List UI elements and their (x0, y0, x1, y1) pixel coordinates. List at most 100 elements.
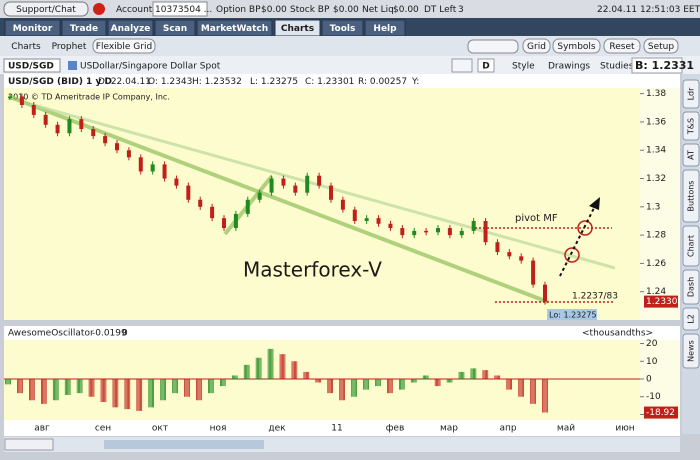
side-tab[interactable] (682, 225, 700, 267)
side-tab[interactable] (682, 143, 700, 167)
candle (293, 185, 298, 193)
subtab[interactable]: Prophet (52, 42, 87, 52)
candle (483, 220, 488, 243)
tool-icons[interactable] (451, 58, 473, 73)
support-button[interactable] (3, 1, 89, 17)
side-tab[interactable] (682, 333, 700, 369)
side-tab[interactable] (682, 269, 700, 305)
symbol-box[interactable] (3, 58, 61, 73)
account-box[interactable] (152, 1, 208, 17)
info-item: L: 1.23275 (250, 77, 298, 87)
dt-left: 3 (458, 5, 464, 15)
candle (519, 256, 524, 261)
tab-label[interactable]: MarketWatch (201, 24, 268, 34)
annotation: Lo: 1.23275 (549, 311, 597, 320)
support-label[interactable]: Support/Chat (16, 5, 76, 15)
candle (424, 230, 429, 233)
button[interactable] (643, 38, 679, 54)
toolbar-item[interactable]: D (482, 62, 489, 72)
button[interactable] (522, 38, 551, 54)
toolbar-item[interactable]: Style (512, 62, 535, 72)
osc-zero: 0 (122, 329, 128, 339)
scroll-thumb[interactable] (104, 440, 264, 449)
tab-label[interactable]: Trade (70, 24, 98, 34)
side-tab-label[interactable]: Buttons (687, 181, 696, 212)
side-tab-label[interactable]: News (687, 340, 696, 362)
side-tab[interactable] (682, 307, 700, 331)
symbol[interactable]: USD/SGD (8, 62, 54, 72)
side-tab[interactable] (682, 79, 700, 109)
side-tab-label[interactable]: Chart (687, 235, 696, 257)
tab-label[interactable]: Charts (281, 24, 314, 34)
stock-bp-label: Stock BP (290, 5, 330, 15)
copyright: 2010 © TD Ameritrade IP Company, Inc. (8, 93, 170, 102)
side-tab-label[interactable]: Ldr (687, 87, 696, 101)
tab-label[interactable]: Analyze (111, 24, 151, 34)
info-item: Y: (411, 77, 419, 87)
month-label: фев (386, 424, 405, 434)
candle (138, 157, 143, 172)
subtab-box[interactable] (92, 38, 156, 54)
clock: 22.04.11 12:51:03 EET (597, 5, 700, 15)
month-label: авг (34, 424, 50, 434)
toolbar-item[interactable]: Studies (600, 62, 634, 72)
info-item: H: 1.23532 (192, 77, 242, 87)
y-tick-label: -10 (646, 392, 661, 402)
tab-label[interactable]: Help (373, 24, 397, 34)
candle (459, 230, 464, 236)
candle (31, 104, 36, 115)
osc-header (4, 326, 680, 340)
candle (471, 220, 476, 231)
side-tab-label[interactable]: L2 (687, 314, 696, 324)
button[interactable] (603, 38, 641, 54)
side-tab-label[interactable]: AT (687, 150, 696, 160)
y-tick-label: 1.28 (646, 231, 666, 241)
tab-label[interactable]: Tools (330, 24, 356, 34)
button[interactable] (552, 38, 601, 54)
candle (79, 119, 84, 130)
annotation: pivot MF (515, 213, 558, 224)
button-label[interactable]: Reset (609, 42, 635, 52)
tab-label[interactable]: Monitor (13, 24, 53, 34)
y-tick-label: 1.32 (646, 174, 666, 184)
candle (19, 96, 24, 105)
alert-icon[interactable] (93, 3, 105, 15)
button-label[interactable]: Symbols (557, 42, 596, 52)
arrow (559, 205, 596, 277)
symbol-icon[interactable] (68, 61, 77, 70)
arrow-head (589, 197, 600, 210)
month-label: дек (268, 424, 286, 434)
y-tick-label: 20 (646, 339, 658, 349)
subtab[interactable]: Charts (11, 42, 41, 52)
icon-group[interactable] (467, 39, 519, 54)
zoom-controls[interactable] (4, 438, 54, 451)
circle-mark (564, 247, 580, 263)
candle (233, 213, 238, 229)
side-tab-label[interactable]: T&S (687, 118, 696, 135)
candle (103, 136, 108, 144)
subtab[interactable]: Flexible Grid (96, 42, 152, 52)
button-label[interactable]: Grid (527, 42, 546, 52)
tab-label[interactable]: Scan (163, 24, 187, 34)
bid: B: 1.2331 (635, 59, 694, 72)
toolbar-item[interactable]: Drawings (548, 62, 590, 72)
candle (317, 175, 322, 186)
period-box[interactable] (477, 58, 495, 73)
candle (376, 218, 381, 224)
candle (222, 218, 226, 229)
bid-box (631, 57, 683, 74)
button-label[interactable]: Setup (648, 42, 674, 52)
side-tab-label[interactable]: Dash (687, 277, 696, 297)
y-tick-label: 1.34 (646, 146, 666, 156)
account[interactable]: 10373504 ... (155, 5, 212, 15)
candle (340, 199, 345, 210)
candle (388, 223, 393, 229)
side-tab[interactable] (682, 111, 700, 141)
candle (43, 114, 48, 125)
side-tab[interactable] (682, 169, 700, 223)
candle (412, 230, 417, 236)
net-liq: $0.00 (393, 5, 419, 15)
y-tick-label: 1.26 (646, 259, 666, 269)
